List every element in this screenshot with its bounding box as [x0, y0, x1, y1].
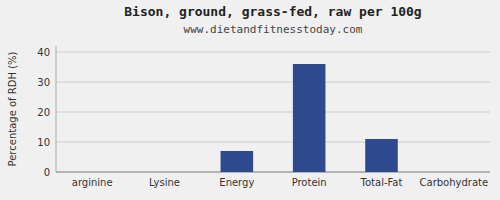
y-axis-label: Percentage of RDH (%)	[7, 51, 18, 166]
grid-line	[56, 172, 490, 173]
bar	[148, 172, 181, 173]
x-tick-label: Energy	[219, 177, 254, 188]
y-tick-label: 20	[37, 107, 50, 118]
bar	[76, 172, 109, 173]
grid-line	[56, 112, 490, 113]
grid-line	[56, 142, 490, 143]
x-tick-label: Carbohydrate	[420, 177, 489, 188]
x-tick-label: Protein	[292, 177, 327, 188]
x-tick-label: Total-Fat	[360, 177, 403, 188]
bar	[293, 64, 326, 172]
bars	[221, 64, 398, 172]
subtitle: www.dietandfitnesstoday.com	[184, 23, 363, 36]
y-tick-label: 0	[44, 167, 50, 178]
x-tick-label: arginine	[72, 177, 113, 188]
chart: Bison, ground, grass-fed, raw per 100g ww…	[0, 0, 500, 200]
y-tick-label: 40	[37, 47, 50, 58]
bar	[221, 151, 254, 172]
bar	[365, 139, 398, 172]
y-tick-label: 30	[37, 77, 50, 88]
x-axis	[56, 172, 490, 173]
y-axis	[56, 46, 57, 172]
x-tick-label: Lysine	[149, 177, 180, 188]
grid-line	[56, 82, 490, 83]
y-tick-label: 10	[37, 137, 50, 148]
grid-line	[56, 52, 490, 53]
title: Bison, ground, grass-fed, raw per 100g	[124, 4, 421, 19]
bar	[438, 172, 471, 173]
